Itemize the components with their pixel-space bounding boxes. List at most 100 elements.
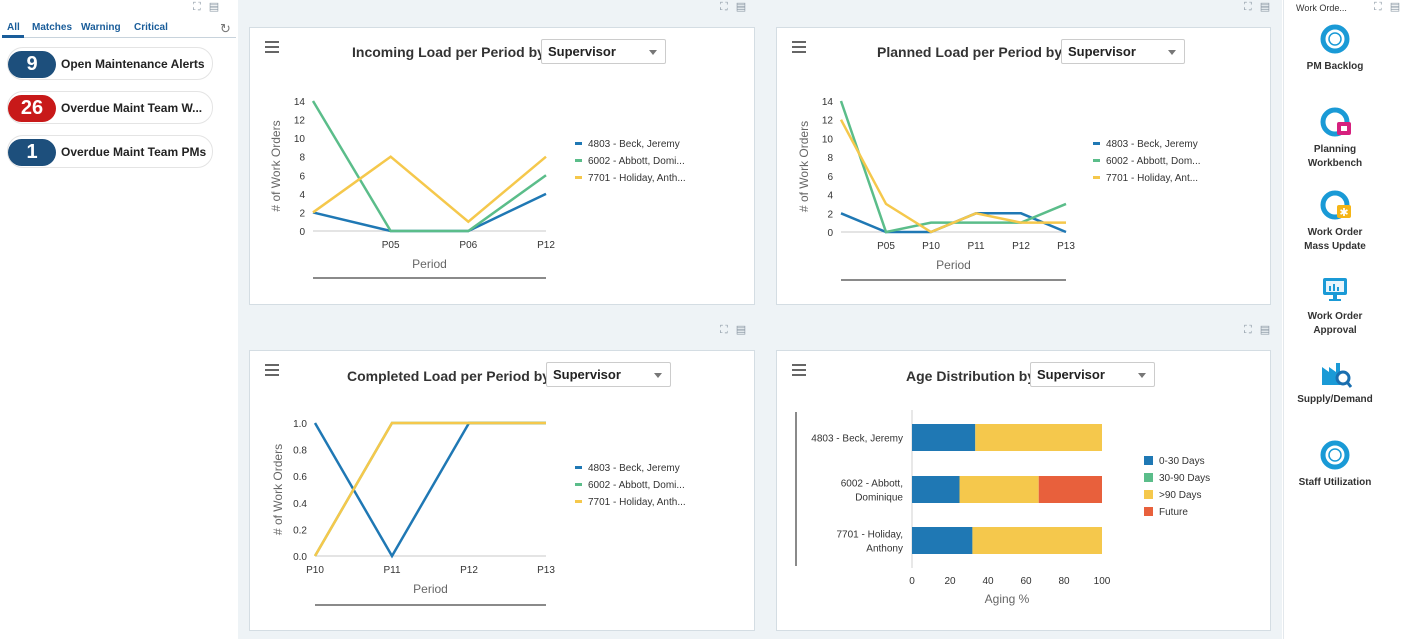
bar-segment [1038,476,1102,503]
x-tick-label: P13 [537,565,555,576]
svg-text:✱: ✱ [1339,207,1348,219]
legend-swatch [575,176,582,179]
x-tick-label: P10 [306,565,324,576]
tab-all[interactable]: All [7,22,20,33]
incoming-load-card: Incoming Load per Period by Supervisor [249,27,755,305]
card-title: Completed Load per Period by [347,368,551,384]
legend-swatch [1144,456,1153,465]
select-value: Supervisor [1068,44,1136,59]
x-tick-label: P13 [1057,241,1075,252]
series-line [313,421,546,559]
card-window-icons[interactable]: ⛶▤ [1244,1,1279,13]
x-tick-label: 40 [982,576,994,587]
y-tick-label: 0.4 [293,499,307,510]
y-tick-label: 12 [822,116,834,127]
alert-count-badge: 1 [8,139,56,166]
launch-supply-demand[interactable]: Supply/Demand [1284,357,1386,407]
tab-critical[interactable]: Critical [134,22,168,33]
x-tick-label: P12 [460,565,478,576]
legend-swatch [1144,473,1153,482]
bar-segment [912,476,960,503]
planned-load-card: Planned Load per Period by Supervisor [776,27,1271,305]
tab-warning[interactable]: Warning [81,22,121,33]
legend-swatch [575,159,582,162]
card-title: Age Distribution by [906,368,1036,384]
x-tick-label: P10 [922,241,940,252]
launch-pm-backlog[interactable]: PM Backlog [1284,24,1386,74]
y-axis-label: # of Work Orders [269,120,283,211]
legend-swatch [1093,142,1100,145]
alert-filter-tabs: All Matches Warning Critical [2,20,236,38]
x-tick-label: 0 [909,576,915,587]
alert-overdue-team-pms[interactable]: 1 Overdue Maint Team PMs [7,135,213,168]
supervisor-select[interactable]: Supervisor [541,39,666,64]
supervisor-select[interactable]: Supervisor [546,362,671,387]
x-tick-label: P06 [459,240,477,251]
alert-overdue-team-wo[interactable]: 26 Overdue Maint Team W... [7,91,213,124]
launch-staff-utilization[interactable]: Staff Utilization [1284,440,1386,490]
refresh-icon[interactable]: ↻ [220,21,231,36]
alert-open-maintenance[interactable]: 9 Open Maintenance Alerts [7,47,213,80]
launch-label: Workbench [1307,158,1363,169]
completed-load-chart: 0.0 0.2 0.4 0.6 0.8 1.0 # of Work Orders P10 P11… [271,419,686,606]
bar-segment [972,527,1102,554]
legend-label: 4803 - Beck, Jeremy [588,139,680,150]
y-tick-label: 6 [299,171,305,182]
panel-window-icons[interactable]: ⛶▤ [193,1,228,13]
panel-window-icons[interactable]: ⛶▤ [1374,1,1409,13]
launchpad-panel: Work Orde... ⛶▤ PM Backlog Planning Work… [1283,0,1415,639]
launch-label: Planning [1313,144,1357,155]
y-tick-label: 0.6 [293,472,307,483]
legend-swatch [575,466,582,469]
x-tick-label: P05 [382,240,400,251]
card-window-icons[interactable]: ⛶▤ [1244,324,1279,336]
menu-icon[interactable] [265,41,279,56]
x-tick-label: 80 [1058,576,1070,587]
series-line [839,119,1066,234]
card-title: Planned Load per Period by [877,44,1063,60]
legend-label: 6002 - Abbott, Dom... [1106,156,1201,167]
alert-label: Overdue Maint Team PMs [61,145,207,159]
y-tick-label: 2 [299,208,305,219]
supervisor-select[interactable]: Supervisor [1030,362,1155,387]
launch-mass-update[interactable]: ✱ Work Order Mass Update [1284,190,1386,254]
active-tab-indicator [2,35,24,38]
mass-update-icon: ✱ [1320,190,1351,220]
card-title: Incoming Load per Period by [352,44,545,60]
menu-icon[interactable] [792,364,806,379]
category-label: Anthony [866,544,903,555]
launch-planning-workbench[interactable]: Planning Workbench [1284,107,1386,171]
x-axis-label: Period [936,258,971,272]
incoming-load-chart: 0 2 4 6 8 10 12 14 # of Work Orders P05 P06 P12 Peri… [269,97,686,279]
card-window-icons[interactable]: ⛶▤ [720,324,755,336]
launch-label: Approval [1313,325,1357,336]
bar-segment [975,424,1102,451]
y-axis-label: # of Work Orders [797,121,811,212]
menu-icon[interactable] [792,41,806,56]
select-value: Supervisor [548,44,616,59]
alert-label: Overdue Maint Team W... [61,101,203,115]
legend-label: >90 Days [1159,490,1202,501]
legend-label: 4803 - Beck, Jeremy [1106,139,1198,150]
menu-icon[interactable] [265,364,279,379]
y-tick-label: 14 [294,97,306,108]
launch-wo-approval[interactable]: Work Order Approval [1284,274,1386,338]
x-axis-label: Period [412,257,447,271]
chevron-down-icon [1168,50,1176,55]
wrench-circle-icon [1320,440,1350,470]
select-value: Supervisor [1037,367,1105,382]
launch-label: Staff Utilization [1298,477,1372,488]
y-tick-label: 0 [299,227,305,238]
supervisor-select[interactable]: Supervisor [1061,39,1185,64]
x-tick-label: P11 [967,241,984,252]
alerts-panel: ⛶▤ All Matches Warning Critical ↻ 9 Open… [0,0,238,639]
chevron-down-icon [1138,373,1146,378]
select-value: Supervisor [553,367,621,382]
y-tick-label: 0.8 [293,446,307,457]
x-tick-label: P12 [1012,241,1030,252]
launch-label: Supply/Demand [1297,394,1373,405]
card-window-icons[interactable]: ⛶▤ [720,1,755,13]
tab-matches[interactable]: Matches [32,22,73,33]
legend-label: 6002 - Abbott, Domi... [588,156,685,167]
series-line [313,421,546,557]
